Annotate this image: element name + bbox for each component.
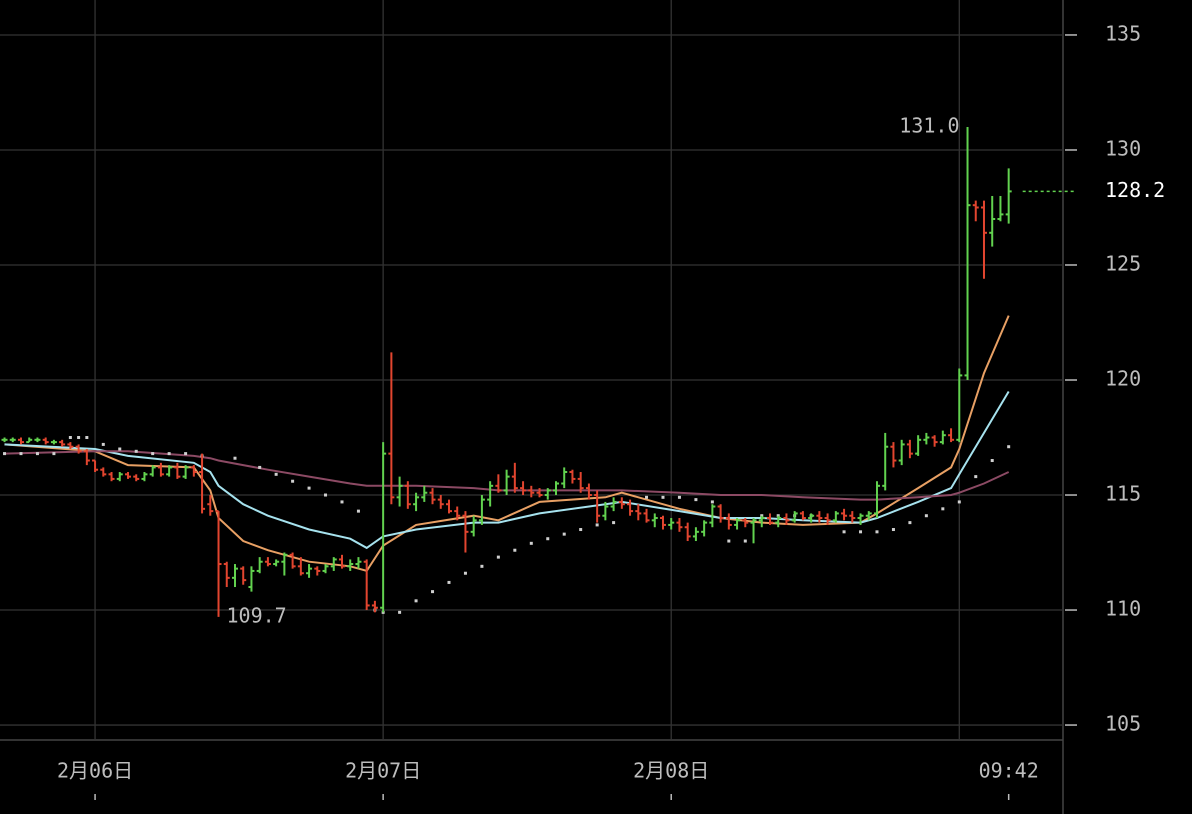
sar-dot xyxy=(431,590,435,594)
sar-dot xyxy=(908,521,912,525)
sar-dot xyxy=(891,528,895,532)
sar-dot xyxy=(957,500,961,504)
sar-dot xyxy=(233,456,237,460)
price-annotation: 109.7 xyxy=(227,603,287,627)
moving-average-line xyxy=(4,390,1010,550)
sar-dot xyxy=(19,452,23,456)
sar-dot xyxy=(480,564,484,568)
sar-dot xyxy=(184,452,188,456)
y-tick-label: 135 xyxy=(1105,21,1141,45)
sar-dot xyxy=(340,500,344,504)
sar-dot xyxy=(990,459,994,463)
sar-dot xyxy=(101,442,105,446)
x-tick-label: 2月08日 xyxy=(633,759,709,783)
sar-dot xyxy=(52,452,56,456)
sar-dot xyxy=(356,509,360,513)
sar-dot xyxy=(1007,445,1011,449)
sar-dot xyxy=(291,479,295,483)
sar-dot xyxy=(595,523,599,527)
sar-dot xyxy=(513,548,517,552)
x-tick-label: 2月07日 xyxy=(345,759,421,783)
last-price-label: 128.2 xyxy=(1105,178,1165,202)
sar-dot xyxy=(941,507,945,511)
y-tick-label: 110 xyxy=(1105,597,1141,621)
sar-dot xyxy=(134,449,138,453)
sar-dot xyxy=(645,495,649,499)
moving-average-line xyxy=(4,315,1010,573)
sar-dot xyxy=(274,472,278,476)
sar-dot xyxy=(727,539,731,543)
sar-dot xyxy=(529,541,533,545)
sar-dot xyxy=(562,532,566,536)
sar-dot xyxy=(859,530,863,534)
y-tick-label: 105 xyxy=(1105,712,1141,736)
sar-dot xyxy=(463,571,467,575)
sar-dot xyxy=(579,528,583,532)
sar-dot xyxy=(414,599,418,603)
sar-dot xyxy=(118,447,122,451)
sar-dot xyxy=(842,530,846,534)
y-tick-label: 125 xyxy=(1105,251,1141,275)
sar-dot xyxy=(35,452,39,456)
sar-dot xyxy=(447,580,451,584)
sar-dot xyxy=(398,610,402,614)
y-tick-label: 120 xyxy=(1105,367,1141,391)
sar-dot xyxy=(694,498,698,502)
sar-dot xyxy=(546,537,550,541)
sar-dot xyxy=(875,530,879,534)
price-annotation: 131.0 xyxy=(899,113,959,137)
sar-dot xyxy=(677,495,681,499)
sar-dot xyxy=(307,486,311,490)
sar-dot xyxy=(258,465,262,469)
sar-dot xyxy=(924,514,928,518)
x-tick-label: 09:42 xyxy=(979,759,1039,783)
y-tick-label: 130 xyxy=(1105,136,1141,160)
sar-dot xyxy=(151,452,155,456)
sar-dot xyxy=(974,475,978,479)
sar-dot xyxy=(743,539,747,543)
sar-dot xyxy=(496,555,500,559)
sar-dot xyxy=(77,436,81,440)
sar-dot xyxy=(85,436,89,440)
sar-dot xyxy=(68,436,72,440)
sar-dot xyxy=(167,452,171,456)
sar-dot xyxy=(324,493,328,497)
x-tick-label: 2月06日 xyxy=(57,759,133,783)
sar-dot xyxy=(3,452,7,456)
sar-dot xyxy=(661,495,665,499)
y-tick-label: 115 xyxy=(1105,482,1141,506)
sar-dot xyxy=(710,500,714,504)
sar-dot xyxy=(612,521,616,525)
